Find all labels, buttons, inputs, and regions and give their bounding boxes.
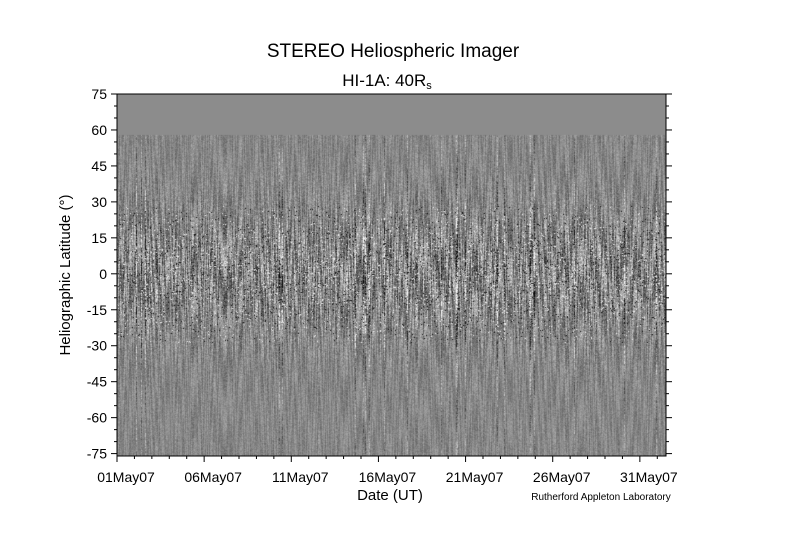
x-tick-label: 01May07 xyxy=(97,469,155,485)
plot-frame xyxy=(116,93,667,457)
y-tick-label: -75 xyxy=(87,446,107,462)
y-tick-label: 60 xyxy=(91,122,107,138)
y-tick-label: -45 xyxy=(87,374,107,390)
y-tick-label: -60 xyxy=(87,410,107,426)
x-axis-label: Date (UT) xyxy=(357,487,423,504)
x-tick-label: 06May07 xyxy=(184,469,242,485)
chart-title: STEREO Heliospheric Imager xyxy=(267,41,520,62)
chart-subtitle-subscript: s xyxy=(426,80,432,92)
x-tick-label: 16May07 xyxy=(359,469,417,485)
chart-subtitle: HI-1A: 40Rs xyxy=(342,71,432,92)
y-tick-label: 45 xyxy=(91,158,107,174)
y-axis-label: Heliographic Latitude (°) xyxy=(57,194,74,355)
x-axis: 01May07 06May07 11May07 16May07 21May07 26May… xyxy=(97,456,678,485)
y-tick-label: -15 xyxy=(87,302,107,318)
plot-area xyxy=(116,93,667,457)
x-tick-label: 31May07 xyxy=(620,469,678,485)
y-tick-label: 0 xyxy=(99,266,107,282)
chart-subtitle-main: HI-1A: 40R xyxy=(342,71,426,90)
y-tick-label: -30 xyxy=(87,338,107,354)
y-tick-label: 30 xyxy=(91,194,107,210)
heatmap-image xyxy=(117,94,666,456)
y-tick-label: 15 xyxy=(91,230,107,246)
y-axis: 75 60 45 30 15 0 -15 -30 -45 -60 -75 xyxy=(87,86,672,462)
x-tick-label: 21May07 xyxy=(446,469,504,485)
credit-label: Rutherford Appleton Laboratory xyxy=(531,492,671,503)
y-tick-label: 75 xyxy=(91,86,107,102)
x-tick-label: 11May07 xyxy=(272,469,329,485)
x-tick-label: 26May07 xyxy=(533,469,591,485)
